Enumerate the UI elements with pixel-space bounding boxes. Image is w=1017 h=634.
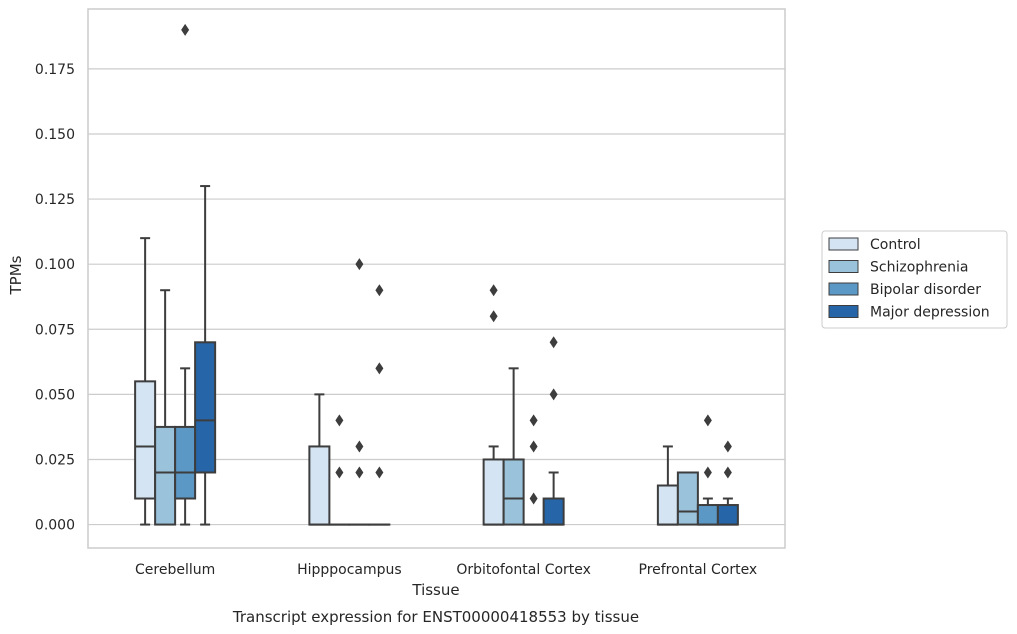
iqr-box: [154, 425, 177, 526]
outlier-point: [355, 466, 364, 479]
x-tick-label: Hipppocampus: [297, 562, 402, 578]
outlier-point: [489, 310, 498, 323]
box-schizophrenia: [676, 471, 699, 526]
legend-swatch: [828, 237, 859, 251]
legend-label: Major depression: [870, 305, 990, 321]
box-major-depression: [368, 284, 391, 526]
outlier-point: [529, 440, 538, 453]
box-major-depression: [542, 336, 565, 526]
outlier-point: [549, 388, 558, 401]
outlier-point: [489, 284, 498, 297]
box-control: [308, 393, 331, 526]
box-control: [482, 284, 505, 526]
outlier-point: [335, 414, 344, 427]
outlier-point: [335, 466, 344, 479]
iqr-box: [542, 497, 565, 526]
box-control: [656, 445, 679, 526]
y-tick-label: 0.150: [35, 127, 75, 143]
box-bipolar-disorder: [696, 414, 719, 526]
box-control: [134, 237, 157, 526]
iqr-box: [194, 341, 217, 474]
legend-swatch: [828, 305, 859, 318]
outlier-point: [375, 466, 384, 479]
y-tick-label: 0.000: [35, 518, 75, 534]
iqr-box: [174, 425, 197, 500]
iqr-box: [482, 458, 505, 526]
chart-caption: Transcript expression for ENST0000041855…: [232, 608, 639, 626]
outlier-point: [181, 23, 190, 36]
y-tick-label: 0.175: [35, 62, 75, 78]
x-tick-label: Cerebellum: [135, 562, 215, 578]
box-major-depression: [716, 440, 739, 526]
iqr-box: [134, 380, 157, 500]
y-tick-label: 0.075: [35, 322, 75, 338]
legend-swatch: [828, 282, 859, 296]
legend: Control Schizophrenia Bipolar disorder Majo…: [821, 230, 1008, 329]
iqr-box: [716, 504, 739, 526]
outlier-point: [529, 414, 538, 427]
x-tick-label: Prefrontal Cortex: [639, 562, 758, 578]
box-major-depression: [194, 185, 217, 526]
legend-label: Schizophrenia: [870, 260, 968, 276]
outlier-point: [355, 440, 364, 453]
outlier-point: [723, 440, 732, 453]
y-tick-labels: 0.000 0.025 0.050 0.075 0.100 0.125 0.150 0.175: [35, 62, 75, 534]
legend-label: Control: [870, 237, 921, 253]
y-tick-label: 0.050: [35, 387, 75, 403]
outlier-point: [703, 414, 712, 427]
iqr-box: [676, 471, 699, 526]
outlier-point: [703, 466, 712, 479]
legend-frame: [821, 230, 1008, 329]
y-tick-label: 0.025: [35, 452, 75, 468]
x-tick-label: Orbitofontal Cortex: [456, 562, 591, 578]
box-bipolar-disorder: [522, 414, 545, 526]
y-tick-label: 0.100: [35, 257, 75, 273]
legend-label: Bipolar disorder: [870, 282, 981, 298]
iqr-box: [502, 458, 525, 526]
outlier-point: [549, 336, 558, 349]
outlier-point: [375, 362, 384, 375]
y-axis-title: TPMs: [7, 255, 25, 295]
box-schizophrenia: [502, 367, 525, 526]
outlier-point: [375, 284, 384, 297]
boxes: [134, 23, 739, 526]
box-schizophrenia: [154, 289, 177, 526]
x-axis-title: Tissue: [411, 581, 459, 599]
outlier-point: [529, 492, 538, 505]
x-tick-labels: Cerebellum Hipppocampus Orbitofontal Corte…: [135, 562, 757, 578]
iqr-box: [308, 445, 331, 526]
y-tick-label: 0.125: [35, 192, 75, 208]
box-schizophrenia: [328, 414, 351, 526]
box-bipolar-disorder: [348, 258, 371, 526]
outlier-point: [355, 258, 364, 271]
outlier-point: [723, 466, 732, 479]
legend-swatch: [828, 260, 859, 273]
iqr-box: [656, 484, 679, 526]
iqr-box: [696, 504, 719, 526]
box-bipolar-disorder: [174, 23, 197, 526]
plot-frame: [87, 8, 786, 549]
